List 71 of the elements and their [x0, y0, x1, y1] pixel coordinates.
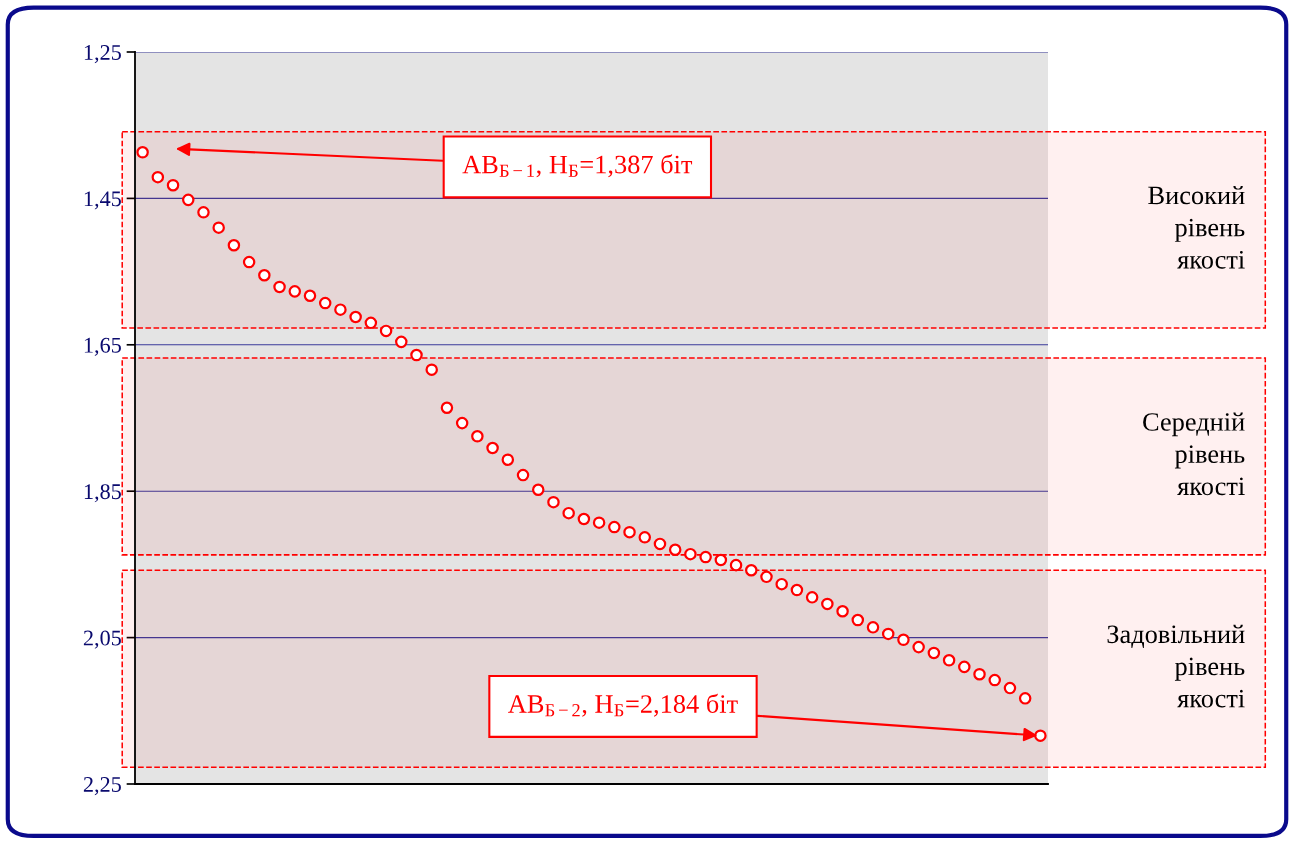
point — [653, 537, 667, 551]
point — [897, 633, 910, 647]
annotation: АВ$_{Б−1}$, Н$_{Б}$=1,387 біт — [462, 154, 693, 178]
point — [318, 296, 332, 310]
point — [242, 255, 256, 269]
band-label: Високий рівень якості — [1148, 185, 1245, 269]
point — [1018, 692, 1032, 705]
point — [623, 525, 636, 539]
point — [821, 597, 834, 611]
point — [881, 627, 895, 641]
point — [212, 221, 225, 234]
point — [395, 335, 408, 349]
point — [303, 289, 317, 303]
point — [197, 206, 210, 219]
point — [227, 238, 241, 252]
point — [638, 531, 652, 544]
point — [471, 430, 484, 443]
point — [1034, 729, 1047, 742]
y-tick-label: 1,45 — [84, 191, 121, 210]
point — [790, 583, 804, 597]
point — [608, 520, 621, 534]
point — [973, 667, 986, 681]
y-tick-label: 2,25 — [83, 776, 121, 796]
point — [379, 324, 393, 338]
point — [288, 285, 302, 298]
annotation: АВ$_{Б−2}$, Н$_{Б}$=2,184 біт — [508, 693, 738, 717]
point — [942, 654, 956, 667]
point — [988, 673, 1001, 687]
point — [151, 170, 165, 184]
point — [562, 506, 575, 520]
point — [547, 495, 560, 509]
point — [729, 558, 743, 572]
point — [912, 640, 925, 654]
point — [349, 310, 362, 324]
y-tick-label: 1,85 — [84, 484, 121, 503]
point — [136, 146, 149, 159]
band-label: Задовільний рівень якості — [1107, 624, 1245, 708]
y-tick-label: 1,25 — [84, 44, 121, 64]
point — [425, 363, 438, 376]
point — [182, 193, 195, 207]
point — [958, 660, 971, 674]
point — [775, 577, 788, 591]
point — [577, 512, 591, 526]
point — [851, 613, 865, 627]
point — [668, 543, 682, 557]
point — [516, 468, 530, 482]
point — [440, 401, 454, 415]
y-tick-label: 2,05 — [83, 630, 121, 649]
point — [166, 178, 180, 192]
point — [1003, 681, 1017, 695]
point — [836, 604, 849, 618]
point — [684, 547, 697, 561]
point — [501, 453, 515, 466]
point — [273, 280, 286, 294]
point — [364, 316, 378, 330]
point — [805, 591, 819, 604]
point — [866, 621, 880, 634]
point — [927, 646, 941, 660]
point — [486, 441, 499, 455]
point — [334, 303, 347, 316]
point — [258, 269, 271, 282]
point — [714, 553, 728, 567]
point — [455, 416, 469, 430]
band-label: Середній рівень якості — [1143, 412, 1245, 496]
point — [410, 348, 423, 362]
point — [592, 516, 606, 529]
point — [531, 483, 545, 496]
y-tick-label: 1,65 — [84, 337, 121, 356]
point — [760, 570, 773, 584]
point — [745, 564, 758, 577]
point — [699, 550, 712, 564]
